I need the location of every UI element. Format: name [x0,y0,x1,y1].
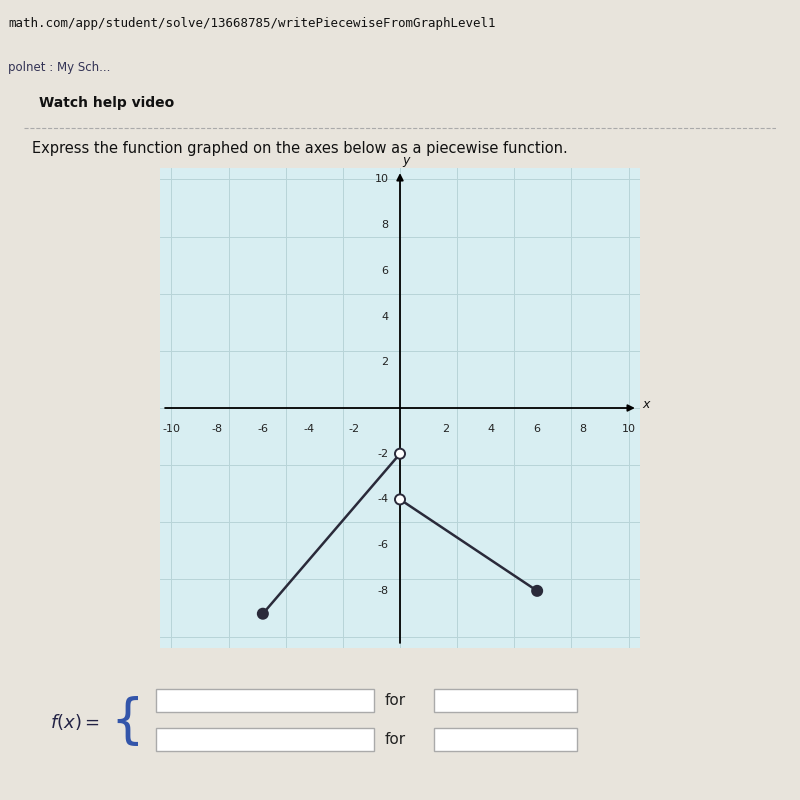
Text: Watch help video: Watch help video [39,96,174,110]
Text: 4: 4 [382,311,389,322]
Text: 4: 4 [488,424,495,434]
Text: -6: -6 [258,424,268,434]
Text: -2: -2 [349,424,360,434]
FancyBboxPatch shape [434,728,577,750]
Text: y: y [402,154,410,167]
Text: -8: -8 [378,586,389,596]
Circle shape [395,494,405,505]
Text: -4: -4 [378,494,389,505]
Circle shape [395,449,405,458]
Text: for: for [385,693,406,708]
Text: polnet : My Sch...: polnet : My Sch... [8,62,110,74]
Text: Express the function graphed on the axes below as a piecewise function.: Express the function graphed on the axes… [31,141,567,155]
FancyBboxPatch shape [155,728,374,750]
Text: {: { [110,696,144,748]
Text: 8: 8 [579,424,586,434]
Text: 6: 6 [382,266,389,276]
Text: math.com/app/student/solve/13668785/writePiecewiseFromGraphLevel1: math.com/app/student/solve/13668785/writ… [8,17,495,30]
Text: 2: 2 [442,424,450,434]
Text: 8: 8 [382,220,389,230]
Text: -4: -4 [303,424,314,434]
Text: -2: -2 [378,449,389,458]
Text: 6: 6 [534,424,541,434]
Text: x: x [642,398,650,411]
Circle shape [532,586,542,596]
Circle shape [258,609,268,618]
FancyBboxPatch shape [434,689,577,711]
Text: -8: -8 [211,424,222,434]
Text: 10: 10 [374,174,389,185]
Text: 2: 2 [382,358,389,367]
Text: $f(x) =$: $f(x) =$ [50,712,99,732]
Text: -6: -6 [378,540,389,550]
Text: -10: -10 [162,424,181,434]
Text: for: for [385,732,406,747]
Text: 10: 10 [622,424,635,434]
FancyBboxPatch shape [155,689,374,711]
